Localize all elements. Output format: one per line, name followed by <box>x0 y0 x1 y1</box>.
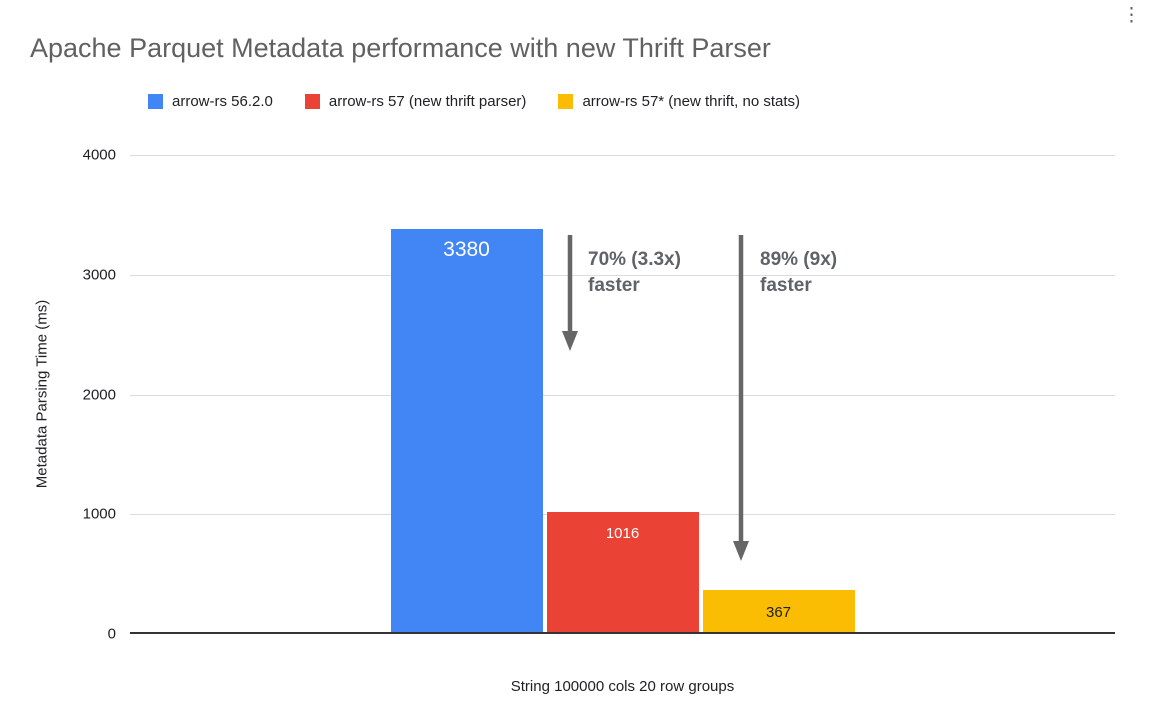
bar-value-label: 3380 <box>443 238 490 262</box>
legend: arrow-rs 56.2.0 arrow-rs 57 (new thrift … <box>148 93 800 110</box>
gridline <box>130 155 1115 156</box>
chart-title: Apache Parquet Metadata performance with… <box>30 33 771 63</box>
legend-swatch-icon <box>148 94 163 109</box>
bar-group: 3380 1016 367 <box>390 155 855 634</box>
bar-arrow-rs-57-new-thrift[interactable]: 1016 <box>546 512 699 634</box>
legend-item-series-1: arrow-rs 56.2.0 <box>148 93 273 110</box>
legend-swatch-icon <box>558 94 574 109</box>
y-tick-label: 2000 <box>82 386 116 403</box>
x-category-label: String 100000 cols 20 row groups <box>510 678 735 695</box>
bar-arrow-rs-57-no-stats[interactable]: 367 <box>702 590 855 634</box>
legend-label: arrow-rs 57 (new thrift parser) <box>328 93 527 110</box>
bar-value-label: 1016 <box>605 525 640 543</box>
x-axis-line <box>130 632 1115 634</box>
legend-label: arrow-rs 56.2.0 <box>172 93 273 110</box>
bar-arrow-rs-56-2-0[interactable]: 3380 <box>390 229 543 634</box>
annotation-89-percent: 89% (9x) faster <box>760 249 838 296</box>
legend-item-series-3: arrow-rs 57* (new thrift, no stats) <box>558 93 800 110</box>
y-tick-label: 4000 <box>82 146 116 164</box>
y-tick-label: 0 <box>107 625 116 643</box>
y-tick-label: 3000 <box>82 266 116 284</box>
bar-value-label: 367 <box>765 603 792 621</box>
legend-label: arrow-rs 57* (new thrift, no stats) <box>582 93 801 110</box>
gridline <box>130 394 1115 396</box>
legend-item-series-2: arrow-rs 57 (new thrift parser) <box>304 93 527 110</box>
plot-area: 4000 3000 2000 1000 0 3380 1016 367 <box>83 147 1115 643</box>
y-tick-label: 1000 <box>82 505 116 523</box>
legend-swatch-icon <box>304 94 320 109</box>
gridline <box>130 274 1115 276</box>
kebab-menu-icon[interactable]: ⋮ <box>1122 5 1141 26</box>
annotation-70-percent: 70% (3.3x) faster <box>588 249 681 296</box>
